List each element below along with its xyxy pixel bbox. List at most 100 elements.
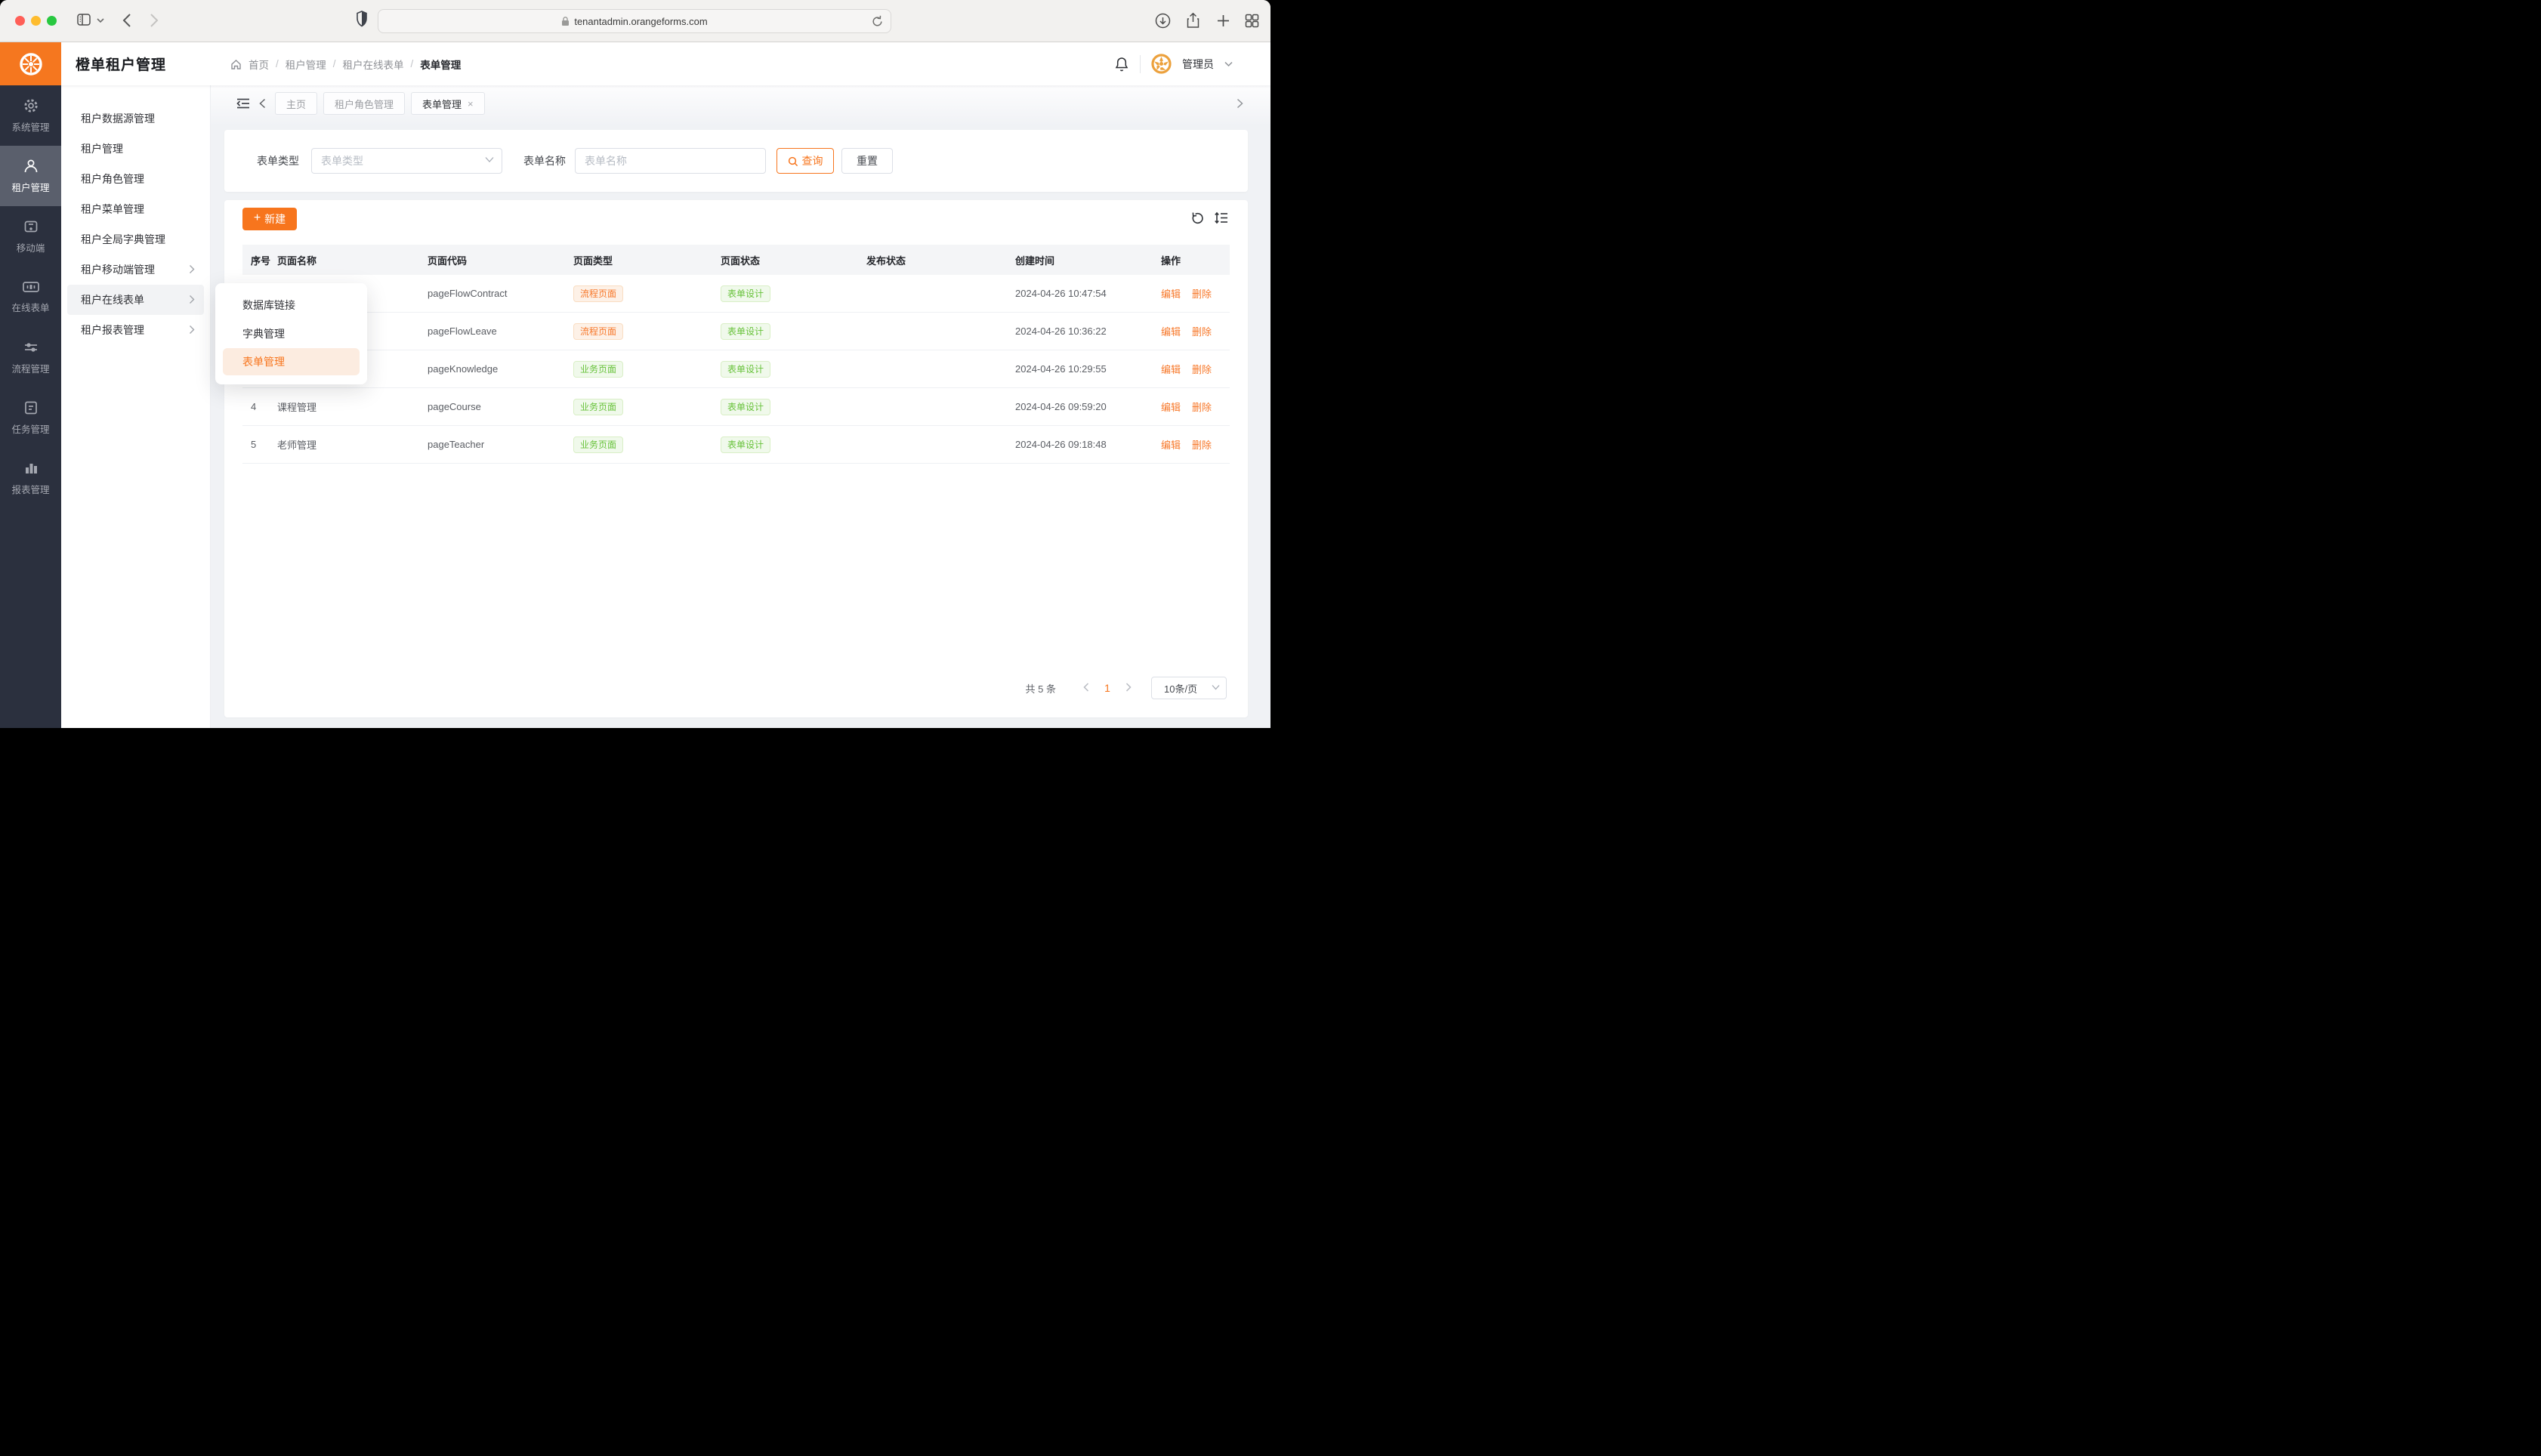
- sidebar-item-workflow[interactable]: 流程管理: [0, 327, 61, 387]
- column-header-seq: 序号: [251, 254, 271, 267]
- submenu-popup: 数据库链接 字典管理 表单管理: [215, 283, 367, 384]
- reload-icon[interactable]: [872, 15, 883, 28]
- tab-close-icon[interactable]: ×: [468, 97, 474, 110]
- privacy-shield-icon[interactable]: [355, 10, 369, 28]
- delete-link[interactable]: 删除: [1192, 440, 1212, 451]
- share-icon[interactable]: [1184, 12, 1202, 29]
- sidebar-toggle-icon[interactable]: [76, 11, 92, 28]
- sidebar-item-task[interactable]: 任务管理: [0, 387, 61, 448]
- breadcrumb-level1[interactable]: 租户管理: [285, 59, 326, 71]
- person-icon: [23, 158, 39, 174]
- breadcrumb-home[interactable]: 首页: [249, 59, 269, 71]
- breadcrumb-separator: /: [276, 58, 279, 69]
- cell-created: 2024-04-26 10:36:22: [1015, 325, 1107, 337]
- form-name-input[interactable]: [575, 148, 766, 174]
- tabs-scroll-right-icon[interactable]: [1237, 98, 1243, 109]
- forward-button[interactable]: [150, 13, 159, 28]
- lock-icon: [561, 16, 570, 26]
- table-row: 4 课程管理 pageCourse 业务页面 表单设计 2024-04-26 0…: [242, 388, 1230, 426]
- table-row: pageFlowLeave 流程页面 表单设计 2024-04-26 10:36…: [242, 313, 1230, 350]
- column-header-actions: 操作: [1161, 254, 1181, 267]
- row-height-icon[interactable]: [1215, 211, 1228, 224]
- menu-item-datasource[interactable]: 租户数据源管理: [67, 103, 204, 134]
- tab-overview-icon[interactable]: [1243, 12, 1261, 29]
- menu-item-online-form[interactable]: 租户在线表单: [67, 285, 204, 315]
- sidebar-item-label: 移动端: [16, 243, 45, 254]
- chevron-right-icon: [189, 295, 195, 304]
- cell-created: 2024-04-26 10:29:55: [1015, 363, 1107, 375]
- menu-item-mobile-mgmt[interactable]: 租户移动端管理: [67, 254, 204, 285]
- sidebar-item-system[interactable]: 系统管理: [0, 85, 61, 146]
- pagination-next-icon[interactable]: [1118, 682, 1139, 694]
- sidebar-item-tenant[interactable]: 租户管理: [0, 146, 61, 206]
- create-button-label: 新建: [264, 213, 286, 225]
- tab-label: 表单管理: [422, 98, 462, 110]
- close-window-button[interactable]: [15, 16, 25, 26]
- tablet-icon: [23, 218, 39, 235]
- edit-link[interactable]: 编辑: [1161, 440, 1181, 451]
- cell-code: pageCourse: [428, 401, 481, 412]
- sidebar-item-mobile[interactable]: 移动端: [0, 206, 61, 267]
- column-header-status: 页面状态: [721, 254, 761, 267]
- user-name[interactable]: 管理员: [1182, 57, 1214, 70]
- page-size-select[interactable]: 10条/页: [1151, 677, 1227, 699]
- tab-tenant-role[interactable]: 租户角色管理: [323, 92, 406, 115]
- sidebar-item-report[interactable]: 报表管理: [0, 448, 61, 508]
- menu-item-dict[interactable]: 租户全局字典管理: [67, 224, 204, 254]
- sidebar-chevron-down-icon[interactable]: [97, 17, 104, 23]
- back-button[interactable]: [122, 13, 131, 28]
- delete-link[interactable]: 删除: [1192, 364, 1212, 375]
- submenu-item-dblink[interactable]: 数据库链接: [215, 291, 367, 319]
- menu-fold-icon[interactable]: [236, 97, 250, 110]
- tab-home[interactable]: 主页: [275, 92, 318, 115]
- user-chevron-down-icon[interactable]: [1224, 61, 1233, 67]
- breadcrumb-separator: /: [410, 58, 414, 69]
- submenu-item-dict[interactable]: 字典管理: [215, 319, 367, 348]
- column-header-created: 创建时间: [1015, 254, 1055, 267]
- menu-item-report-mgmt[interactable]: 租户报表管理: [67, 315, 204, 345]
- pagination-page-1[interactable]: 1: [1104, 682, 1110, 694]
- tabs-scroll-left-icon[interactable]: [259, 98, 266, 109]
- delete-link[interactable]: 删除: [1192, 288, 1212, 300]
- menu-item-role[interactable]: 租户角色管理: [67, 164, 204, 194]
- primary-sidebar: 系统管理 租户管理 移动端 在线表单 流程管理: [0, 85, 61, 728]
- breadcrumb-separator: /: [332, 58, 336, 69]
- edit-link[interactable]: 编辑: [1161, 326, 1181, 338]
- app-logo[interactable]: [0, 42, 61, 85]
- tab-form-mgmt[interactable]: 表单管理 ×: [411, 92, 485, 115]
- edit-link[interactable]: 编辑: [1161, 402, 1181, 413]
- edit-link[interactable]: 编辑: [1161, 364, 1181, 375]
- breadcrumb-current: 表单管理: [420, 59, 462, 71]
- home-icon[interactable]: [230, 59, 242, 70]
- menu-item-menu[interactable]: 租户菜单管理: [67, 194, 204, 224]
- pagination-prev-icon[interactable]: [1076, 682, 1097, 694]
- avatar[interactable]: [1151, 54, 1172, 74]
- sidebar-item-online-form[interactable]: 在线表单: [0, 267, 61, 327]
- app-header: 橙单租户管理 首页 / 租户管理 / 租户在线表单 / 表单管理: [0, 42, 1270, 85]
- create-button[interactable]: + 新建: [242, 208, 297, 230]
- reset-button[interactable]: 重置: [841, 148, 893, 174]
- address-bar[interactable]: tenantadmin.orangeforms.com: [378, 9, 891, 33]
- menu-item-label: 租户管理: [81, 143, 123, 155]
- menu-item-tenant[interactable]: 租户管理: [67, 134, 204, 164]
- delete-link[interactable]: 删除: [1192, 326, 1212, 338]
- fullscreen-window-button[interactable]: [47, 16, 57, 26]
- page-type-tag: 业务页面: [573, 436, 624, 453]
- downloads-icon[interactable]: [1154, 12, 1172, 29]
- submenu-item-form[interactable]: 表单管理: [223, 348, 360, 375]
- edit-link[interactable]: 编辑: [1161, 288, 1181, 300]
- new-tab-icon[interactable]: [1215, 12, 1232, 29]
- notification-bell-icon[interactable]: [1114, 56, 1129, 72]
- cell-created: 2024-04-26 09:18:48: [1015, 439, 1107, 450]
- sidebar-item-label: 报表管理: [11, 485, 50, 495]
- search-icon: [788, 156, 798, 167]
- page-status-tag: 表单设计: [721, 436, 771, 453]
- header-divider: [1140, 54, 1141, 73]
- refresh-icon[interactable]: [1191, 211, 1204, 224]
- minimize-window-button[interactable]: [31, 16, 41, 26]
- delete-link[interactable]: 删除: [1192, 402, 1212, 413]
- form-type-select[interactable]: 表单类型: [311, 148, 502, 174]
- query-button[interactable]: 查询: [777, 148, 834, 174]
- breadcrumb-level2[interactable]: 租户在线表单: [342, 59, 404, 71]
- menu-item-label: 租户角色管理: [81, 173, 144, 185]
